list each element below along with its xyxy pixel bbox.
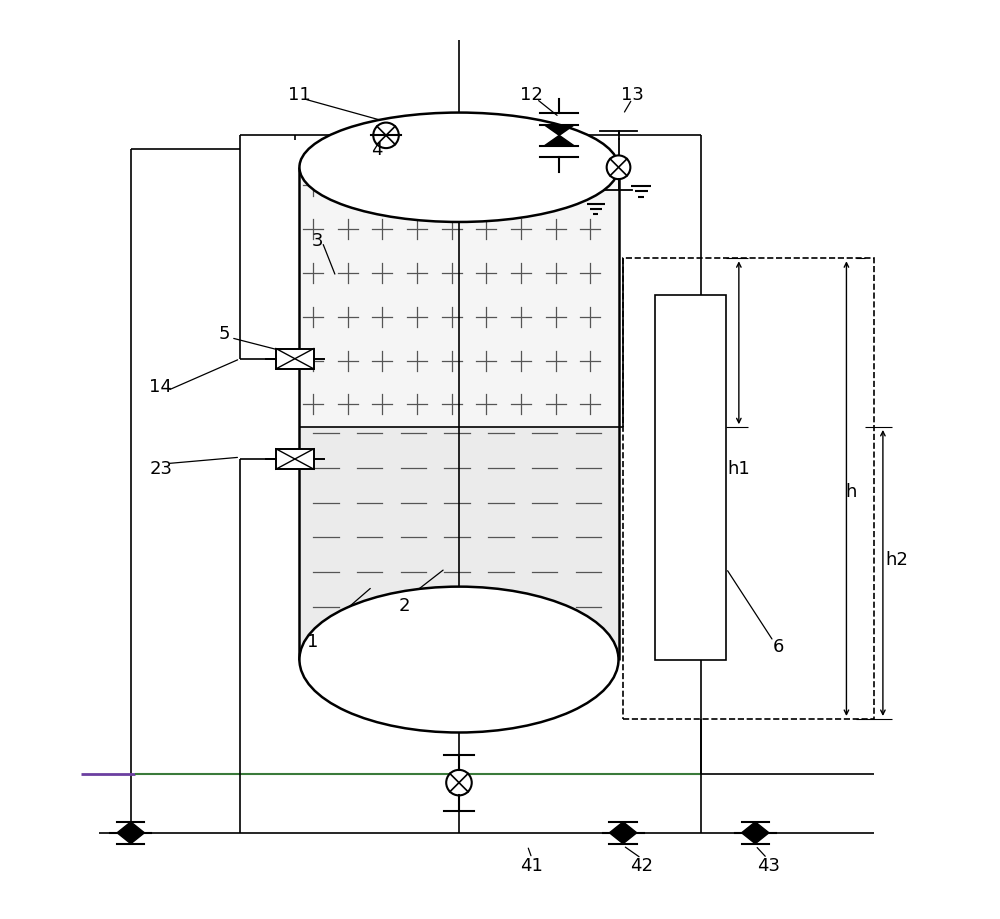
- Polygon shape: [131, 822, 144, 844]
- Text: 43: 43: [757, 856, 780, 874]
- Bar: [655, 296, 726, 660]
- Polygon shape: [742, 822, 755, 844]
- Polygon shape: [755, 822, 769, 844]
- Bar: [299, 168, 619, 427]
- Polygon shape: [609, 822, 623, 844]
- Polygon shape: [545, 136, 574, 146]
- Text: 13: 13: [621, 86, 644, 104]
- Polygon shape: [117, 822, 131, 844]
- Circle shape: [446, 770, 472, 796]
- Ellipse shape: [299, 113, 619, 222]
- Circle shape: [607, 156, 630, 180]
- Text: 3: 3: [312, 232, 323, 250]
- Polygon shape: [623, 822, 637, 844]
- Circle shape: [373, 123, 399, 149]
- Text: 1: 1: [307, 632, 319, 651]
- Text: 4: 4: [371, 141, 383, 159]
- FancyBboxPatch shape: [276, 349, 314, 369]
- Text: 23: 23: [149, 460, 172, 478]
- Ellipse shape: [299, 587, 619, 732]
- Polygon shape: [545, 126, 574, 136]
- Text: 42: 42: [630, 856, 653, 874]
- Bar: [623, 259, 874, 719]
- Text: h: h: [845, 482, 857, 500]
- Text: h1: h1: [727, 460, 750, 478]
- Text: 2: 2: [399, 596, 410, 614]
- Text: 14: 14: [149, 378, 172, 396]
- Bar: [299, 427, 619, 660]
- FancyBboxPatch shape: [276, 449, 314, 470]
- Text: 11: 11: [288, 86, 311, 104]
- Text: 6: 6: [772, 637, 784, 655]
- Text: 5: 5: [219, 324, 230, 343]
- Text: 12: 12: [520, 86, 543, 104]
- Text: h2: h2: [885, 550, 908, 569]
- Text: 41: 41: [520, 856, 543, 874]
